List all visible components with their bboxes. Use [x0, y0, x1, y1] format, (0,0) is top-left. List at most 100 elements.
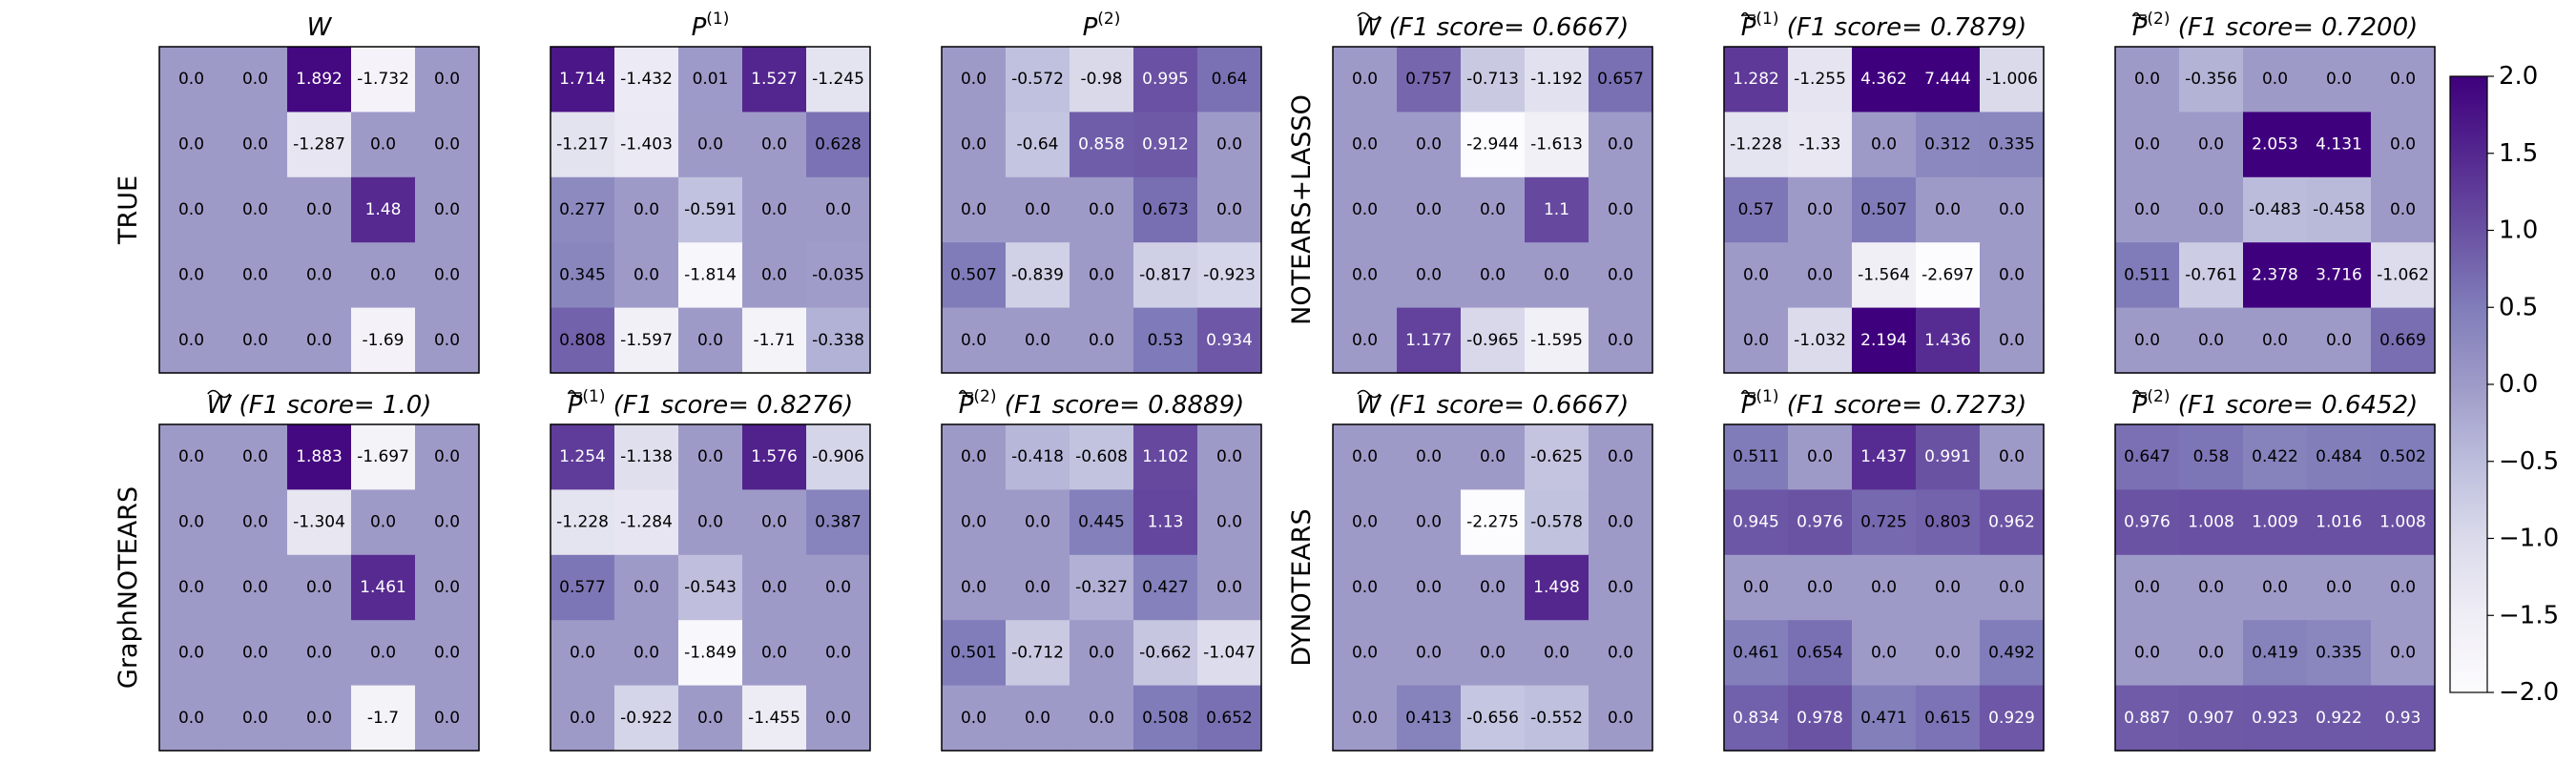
panel-title-f1-score: (F1 score= 0.6452): [2171, 391, 2419, 420]
heatmap-cell: [2307, 176, 2372, 243]
cell-value-label: -0.817: [1139, 265, 1192, 284]
heatmap-cell: [1852, 554, 1917, 621]
heatmap-panel-graphnotears-p1: 1.254 -1.138 0.0 1.576 -0.906 -1.228 -1.284 0.0…: [550, 387, 871, 752]
cell-value-label: 0.0: [434, 265, 460, 284]
cell-value-label: 0.0: [697, 709, 723, 728]
cell-value-label: -0.578: [1530, 513, 1583, 532]
cell-value-label: 0.0: [242, 513, 268, 532]
heatmap-cell: [159, 424, 224, 490]
heatmap-cell: [1852, 489, 1917, 556]
cell-value-label: 3.716: [2316, 265, 2362, 284]
colorbar-tick-label: 0.0: [2499, 370, 2538, 399]
cell-value-label: 0.0: [434, 447, 460, 466]
cell-value-label: 0.0: [1743, 331, 1769, 350]
heatmap-cell: [1852, 112, 1917, 178]
heatmap-cell: [1724, 620, 1789, 687]
heatmap-cell: [1916, 685, 1981, 752]
heatmap-cell: [1980, 489, 2045, 556]
heatmap-cell: [351, 620, 416, 687]
panel-title: P(2) (F1 score= 0.7200): [2132, 10, 2419, 42]
heatmap-cell: [1006, 554, 1070, 621]
heatmap-cell: [1197, 424, 1262, 490]
heatmap-cell: [1397, 112, 1462, 178]
cell-value-label: 4.131: [2316, 135, 2362, 155]
heatmap-cell: [287, 307, 352, 374]
heatmap-cell: [159, 47, 224, 113]
cell-value-label: 0.757: [1405, 70, 1452, 89]
heatmap-cell: [1070, 307, 1134, 374]
heatmap-cell: [678, 620, 743, 687]
heatmap-cell: [2307, 489, 2372, 556]
heatmap-cell: [806, 47, 871, 113]
heatmap-cell: [2243, 685, 2308, 752]
cell-value-label: 1.498: [1533, 578, 1580, 597]
cell-value-label: 0.0: [697, 447, 723, 466]
cell-value-label: 0.484: [2316, 447, 2362, 466]
heatmap-cell: [2307, 554, 2372, 621]
heatmap-cell: [2371, 489, 2436, 556]
cell-value-label: -0.906: [812, 447, 864, 466]
heatmap-cell: [1525, 307, 1589, 374]
cell-value-label: 0.808: [559, 331, 606, 350]
cell-value-label: 0.0: [434, 331, 460, 350]
panel-title-f1-score: (F1 score= 0.7273): [1779, 391, 2027, 420]
cell-value-label: 0.0: [434, 578, 460, 597]
cell-value-label: 0.419: [2252, 643, 2298, 662]
cell-value-label: 0.0: [1352, 709, 1378, 728]
cell-value-label: -2.275: [1466, 513, 1519, 532]
cell-value-label: -1.032: [1794, 331, 1846, 350]
heatmap-cell: [2307, 685, 2372, 752]
cell-value-label: 0.0: [961, 200, 987, 219]
cell-value-label: 0.0: [1352, 447, 1378, 466]
cell-value-label: -0.483: [2249, 200, 2301, 219]
cell-value-label: 0.834: [1733, 709, 1779, 728]
cell-value-label: -1.192: [1530, 70, 1583, 89]
cell-value-label: 0.0: [370, 643, 396, 662]
cell-value-label: 0.0: [634, 200, 659, 219]
cell-value-label: 1.436: [1924, 331, 1971, 350]
heatmap-cell: [1724, 685, 1789, 752]
heatmap-cell: [1006, 620, 1070, 687]
heatmap-panel-graphnotears-p2: 0.0 -0.418 -0.608 1.102 0.0 0.0 0.0 0.445 1.13 0.…: [941, 387, 1262, 752]
heatmap-cell: [2243, 424, 2308, 490]
heatmap-cell: [1788, 554, 1853, 621]
heatmap-cell: [1397, 685, 1462, 752]
heatmap-cell: [551, 47, 615, 113]
heatmap-cell: [1724, 554, 1789, 621]
cell-value-label: 0.0: [1935, 643, 1961, 662]
cell-value-label: 0.0: [306, 578, 332, 597]
cell-value-label: 1.102: [1142, 447, 1189, 466]
heatmap-cell: [942, 620, 1007, 687]
heatmap-cell: [415, 424, 480, 490]
colorbar: 2.0 1.5 1.0 0.5 0.0 −0.5 −1.0 −1.5 −2.0: [2449, 62, 2559, 707]
heatmap-cell: [223, 489, 288, 556]
cell-value-label: -1.849: [684, 643, 737, 662]
row-label-notears-lasso: NOTEARS+LASSO: [1287, 94, 1317, 325]
cell-value-label: 0.0: [370, 135, 396, 155]
cell-value-label: 0.0: [178, 709, 204, 728]
heatmap-cell: [1133, 554, 1198, 621]
heatmap-cell: [1006, 424, 1070, 490]
cell-value-label: 0.0: [434, 643, 460, 662]
heatmap-cell: [159, 620, 224, 687]
heatmap-cell: [1788, 489, 1853, 556]
cell-value-label: 0.0: [2198, 331, 2224, 350]
heatmap-cell: [942, 47, 1007, 113]
heatmap-cell: [1070, 554, 1134, 621]
heatmap-cell: [1133, 242, 1198, 309]
heatmap-cell: [942, 685, 1007, 752]
cell-value-label: 1.1: [1544, 200, 1569, 219]
cell-value-label: 0.0: [1416, 513, 1442, 532]
cell-value-label: 0.0: [1216, 200, 1242, 219]
heatmap-cell: [1461, 685, 1526, 752]
heatmap-cell: [1525, 242, 1589, 309]
cell-value-label: 0.0: [1480, 200, 1506, 219]
heatmap-cell: [942, 554, 1007, 621]
heatmap-cell: [2243, 489, 2308, 556]
heatmap-cell: [806, 307, 871, 374]
heatmap-cell: [1980, 112, 2045, 178]
heatmap-cell: [415, 489, 480, 556]
cell-value-label: -1.255: [1794, 70, 1846, 89]
cell-value-label: 0.0: [1352, 135, 1378, 155]
cell-value-label: -0.543: [684, 578, 737, 597]
